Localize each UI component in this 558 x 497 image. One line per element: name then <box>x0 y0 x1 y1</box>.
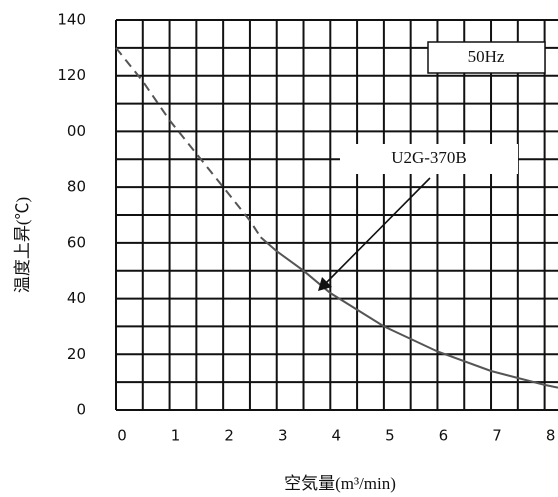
curves <box>115 47 558 389</box>
annotation: U2G-370B <box>391 148 467 167</box>
annotation-box <box>427 41 546 74</box>
x-axis-label: 空気量(m³/min) <box>284 474 396 493</box>
y-tick-label: 140 <box>57 11 86 29</box>
y-tick-label: 0 <box>76 401 86 419</box>
annotation: 50Hz <box>468 47 505 66</box>
y-axis-label: 温度上昇(℃) <box>13 197 32 293</box>
label-bg <box>340 144 518 174</box>
x-tick-label: 0 <box>117 427 127 445</box>
x-tick-label: 3 <box>278 427 288 445</box>
y-tick-label: 40 <box>67 289 86 307</box>
grid <box>115 19 558 411</box>
line <box>260 236 558 389</box>
arrow <box>324 177 431 285</box>
x-tick-label: 5 <box>385 427 395 445</box>
x-tick-label: 6 <box>439 427 449 445</box>
y-tick-label: 00 <box>67 122 86 140</box>
line <box>115 47 262 238</box>
y-tick-label: 80 <box>67 178 86 196</box>
y-tick-label: 20 <box>67 345 86 363</box>
x-tick-label: 7 <box>492 427 502 445</box>
y-tick-label: 60 <box>67 233 86 251</box>
arrow-head <box>318 277 332 291</box>
x-tick-label: 8 <box>546 427 556 445</box>
x-tick-label: 2 <box>224 427 234 445</box>
x-tick-label: 1 <box>171 427 181 445</box>
x-tick-label: 4 <box>332 427 342 445</box>
y-tick-label: 120 <box>57 66 86 84</box>
